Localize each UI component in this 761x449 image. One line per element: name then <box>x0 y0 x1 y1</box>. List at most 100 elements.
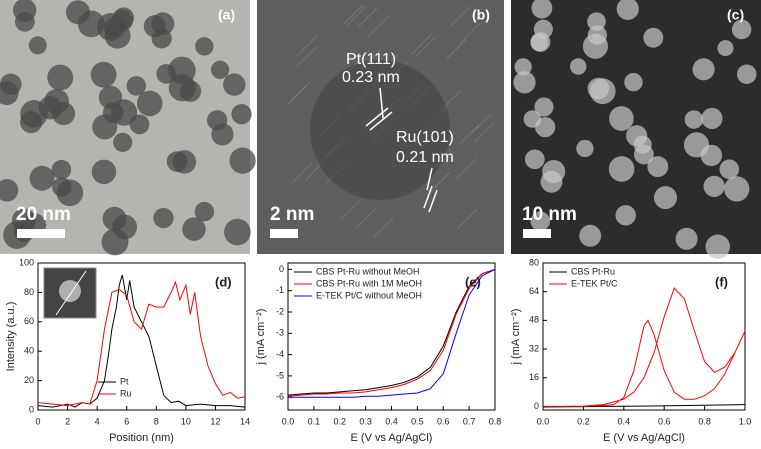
particle <box>98 85 123 110</box>
x-tick-label: 0.4 <box>618 416 631 426</box>
particle <box>524 149 545 170</box>
particle <box>211 123 234 146</box>
particle <box>705 234 731 259</box>
x-tick-label: 14 <box>240 416 250 426</box>
particle <box>210 60 230 79</box>
x-tick-label: 0.5 <box>411 416 424 426</box>
particle <box>47 64 74 91</box>
x-tick-label: 0.6 <box>437 416 450 426</box>
y-tick-label: 40 <box>24 346 34 356</box>
y-tick-label: 48 <box>529 315 539 325</box>
lattice-fringe <box>340 199 362 221</box>
series-line <box>287 268 496 396</box>
particle <box>166 151 188 172</box>
panel-label: (c) <box>727 7 744 23</box>
series-line <box>543 287 746 407</box>
series-line <box>288 268 496 398</box>
y-axis-label: j (mA cm⁻²) <box>510 309 522 366</box>
x-tick-label: 0.4 <box>385 416 398 426</box>
legend-label: Pt <box>120 376 129 386</box>
particle <box>514 58 532 76</box>
y-tick-label: -5 <box>276 370 284 380</box>
particle <box>626 125 648 147</box>
particle <box>717 40 734 57</box>
x-tick-label: 0.3 <box>359 416 372 426</box>
particle <box>20 111 43 134</box>
particle <box>194 201 215 222</box>
x-tick-label: 0.2 <box>577 416 590 426</box>
particle <box>609 106 634 131</box>
lattice-fringe <box>445 38 467 60</box>
particle <box>534 97 554 117</box>
y-tick-label: 32 <box>529 343 539 353</box>
particle <box>643 27 664 48</box>
x-tick-label: 0.0 <box>282 416 295 426</box>
lattice-fringe <box>296 35 318 57</box>
particle <box>724 176 750 202</box>
particle <box>703 175 725 197</box>
x-tick-label: 1.0 <box>739 416 752 426</box>
x-tick-label: 8 <box>154 416 159 426</box>
particle <box>126 76 147 96</box>
particle <box>14 11 35 32</box>
particle <box>615 205 636 226</box>
particle <box>731 19 752 40</box>
y-tick-label: 100 <box>19 257 34 267</box>
particle <box>90 61 117 88</box>
particle <box>542 160 566 184</box>
particle <box>136 90 163 117</box>
x-tick-label: 0.8 <box>489 416 502 426</box>
particle <box>653 186 678 210</box>
particle <box>111 9 133 32</box>
particle <box>692 58 715 81</box>
y-tick-label: 64 <box>529 286 539 296</box>
particle <box>224 218 251 246</box>
scale-bar-label: 20 nm <box>16 204 71 225</box>
plot-frame <box>542 262 746 411</box>
lattice-fringe <box>474 121 495 143</box>
lattice-fringe <box>415 36 436 58</box>
particle <box>44 88 70 114</box>
y-tick-label: -6 <box>276 392 284 402</box>
lattice-fringe <box>429 171 451 193</box>
x-tick-label: 0 <box>35 416 40 426</box>
x-axis-label: Position (nm) <box>109 432 174 444</box>
x-tick-label: 4 <box>95 416 100 426</box>
lattice-fringe <box>411 33 433 55</box>
y-tick-label: 0 <box>279 264 284 274</box>
y-axis-label: j (mA cm⁻²) <box>255 309 267 366</box>
x-tick-label: 0.8 <box>698 416 711 426</box>
y-tick-label: 60 <box>24 316 34 326</box>
lattice-fringe <box>459 22 481 44</box>
scale-bar-label: 2 nm <box>270 204 314 225</box>
x-tick-label: 0.6 <box>658 416 671 426</box>
particle <box>570 58 587 75</box>
particle <box>153 207 174 229</box>
particle <box>0 179 19 202</box>
x-tick-label: 12 <box>210 416 220 426</box>
particle <box>231 104 252 125</box>
particle <box>616 0 639 20</box>
x-tick-label: 0.7 <box>463 416 476 426</box>
particle <box>647 156 669 178</box>
lattice-fringe <box>458 124 480 146</box>
particle <box>28 36 47 55</box>
annotation: Pt(111) <box>346 51 396 68</box>
lattice-fringe <box>456 158 477 180</box>
particle <box>579 224 602 247</box>
particle <box>143 15 166 38</box>
plot-frame <box>37 262 246 411</box>
particle <box>92 114 118 140</box>
annotation: 0.23 nm <box>342 69 400 86</box>
particle <box>56 179 84 207</box>
scale-bar-label: 10 nm <box>522 204 577 225</box>
particle <box>684 110 704 129</box>
inset-scan-line <box>55 270 87 316</box>
particle <box>736 64 757 85</box>
lattice-fringe <box>367 16 389 37</box>
particle <box>168 74 196 102</box>
particle <box>701 107 723 130</box>
lattice-fringe <box>471 112 493 134</box>
lattice-fringe <box>449 6 471 27</box>
lattice-fringe <box>296 45 318 67</box>
